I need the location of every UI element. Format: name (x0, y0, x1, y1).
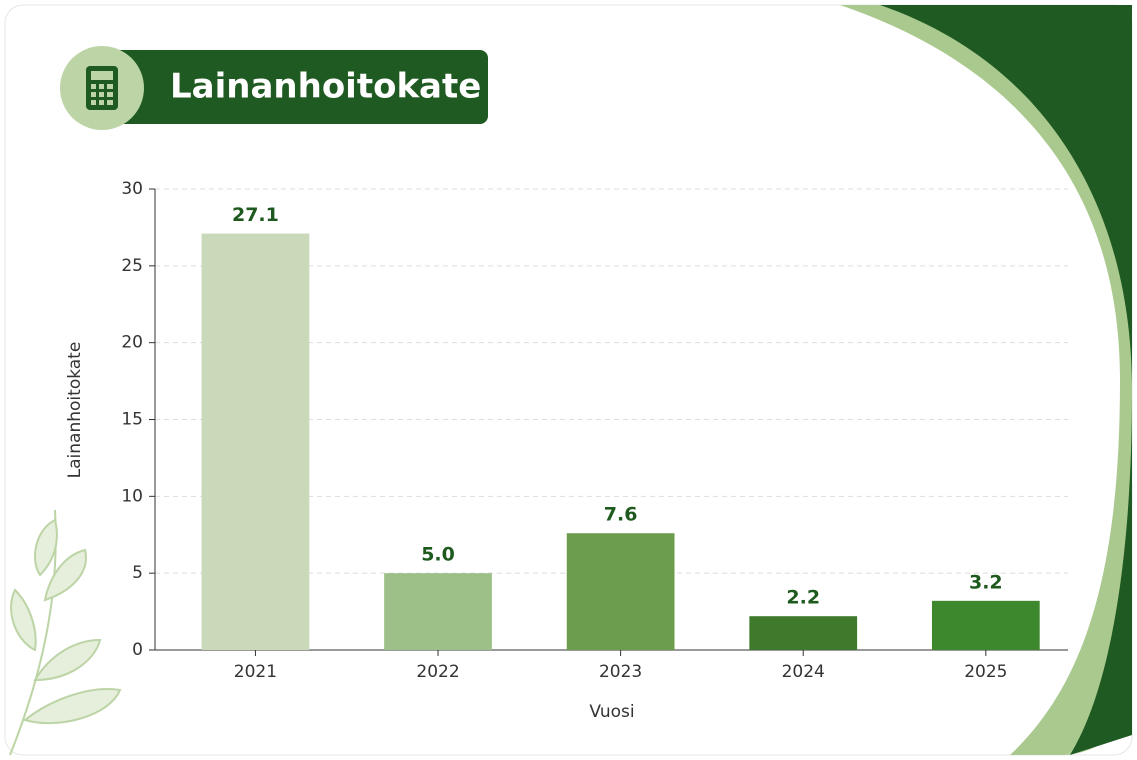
value-label: 3.2 (969, 571, 1003, 593)
y-tick-label: 30 (121, 179, 143, 199)
x-tick-label: 2025 (964, 662, 1007, 682)
y-tick-label: 15 (121, 410, 143, 430)
chart-title: Lainanhoitokate (170, 67, 481, 107)
y-tick-label: 10 (121, 486, 143, 506)
value-label: 5.0 (421, 544, 455, 566)
value-label: 2.2 (786, 587, 820, 609)
bar (384, 573, 492, 650)
x-tick-label: 2021 (234, 662, 277, 682)
y-tick-label: 20 (121, 333, 143, 353)
x-tick-label: 2022 (416, 662, 459, 682)
x-tick-label: 2024 (782, 662, 825, 682)
y-tick-label: 5 (132, 563, 143, 583)
value-label: 7.6 (604, 504, 638, 526)
chart: Lainanhoitokate Vuosi Lainanhoitokate 0 5… (0, 0, 1137, 760)
bar (749, 616, 857, 650)
y-tick-label: 25 (121, 256, 143, 276)
bar (202, 234, 310, 650)
y-axis-label: Lainanhoitokate (65, 342, 85, 479)
bar (932, 601, 1040, 650)
x-axis-label: Vuosi (589, 702, 634, 722)
page: Lainanhoitokate Vuosi Lainanhoitokate 0 5… (0, 0, 1137, 760)
y-tick-label: 0 (132, 640, 143, 660)
bar (567, 533, 675, 650)
x-tick-label: 2023 (599, 662, 642, 682)
value-label: 27.1 (232, 204, 279, 226)
calculator-icon (86, 66, 118, 110)
